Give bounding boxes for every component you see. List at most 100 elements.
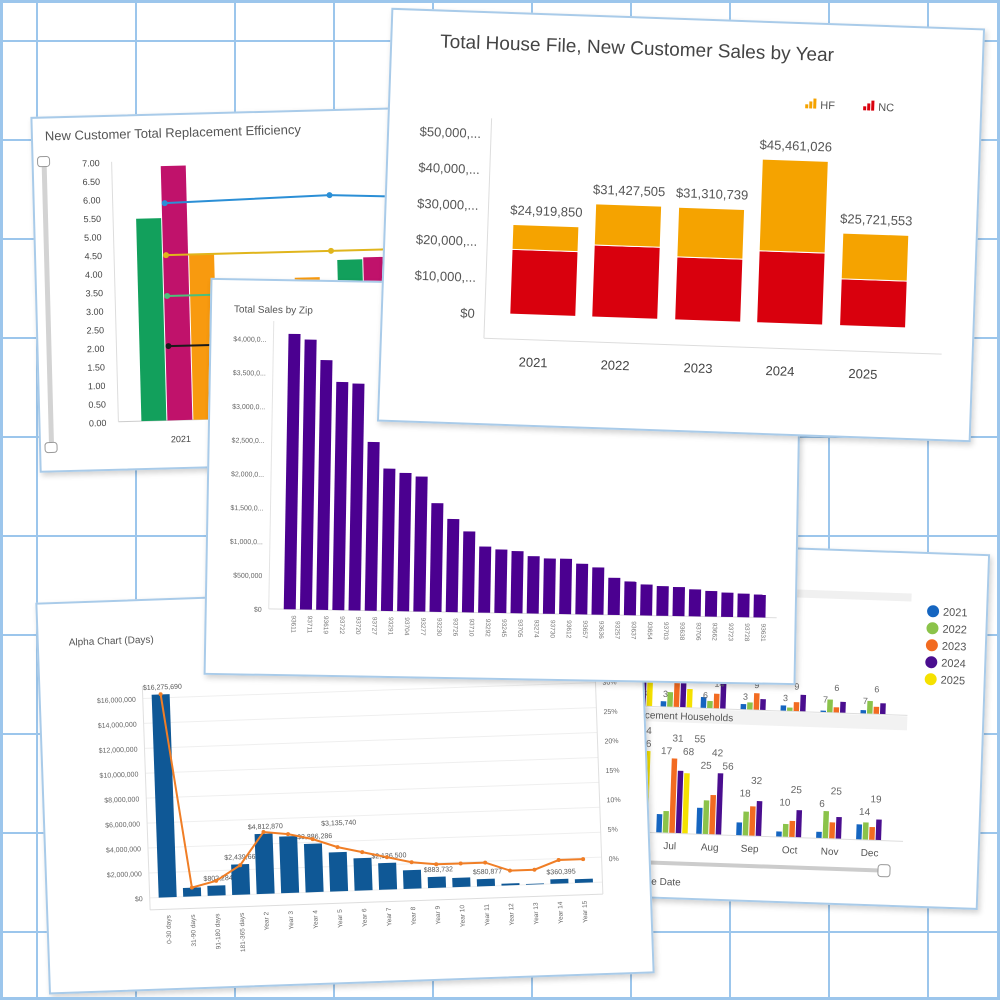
y-axis [141, 685, 151, 910]
bar [279, 835, 300, 894]
bar [753, 594, 766, 618]
x-tick-label: Year 4 [312, 910, 320, 929]
data-label: 25 [791, 785, 803, 796]
bar [737, 593, 750, 618]
bar [721, 592, 734, 618]
line-point [328, 247, 335, 254]
data-label: 9 [794, 681, 799, 691]
legend-label: 2023 [942, 641, 967, 654]
bar [353, 857, 373, 891]
legend-label: NC [878, 102, 894, 115]
bar [182, 887, 202, 897]
bar [574, 878, 593, 884]
y-tick-label: $8,000,000 [104, 796, 139, 804]
y-tick-label: 0.50 [88, 399, 106, 409]
y-tick-label: $1,500,0... [230, 505, 263, 513]
bar-2022 [822, 811, 830, 839]
x-tick-label: 93619 [322, 616, 329, 635]
line-point [409, 860, 414, 865]
data-label: 10 [779, 797, 791, 808]
x-tick-label: 93612 [565, 620, 572, 639]
data-label: $4,812,870 [248, 823, 283, 831]
y-tick-label: 1.50 [87, 362, 105, 372]
bar [380, 468, 396, 612]
y-tick-label: $4,000,000 [106, 846, 141, 854]
y2-axis [594, 670, 604, 895]
x-tick-label: Year 5 [337, 909, 345, 928]
data-label: $3,135,740 [321, 820, 356, 828]
x-tick-label: 93727 [370, 617, 377, 636]
percent-line [159, 694, 584, 889]
legend-label: 2021 [943, 607, 968, 620]
y-tick-label: $500,000 [233, 573, 262, 581]
line-point [326, 192, 333, 199]
bar-2023 [749, 806, 756, 837]
x-tick-label: Year 12 [508, 903, 516, 926]
y-tick-label: $4,000,0... [233, 336, 266, 344]
panel-title-bar [637, 706, 908, 731]
bar [704, 590, 718, 617]
alpha-chart: Alpha Chart (Days) $16,000,000 $14,000,00… [69, 635, 621, 953]
x-tick-label: 181-365 days [239, 912, 247, 952]
data-label: 25 [831, 786, 843, 797]
y2-tick-label: 20% [604, 738, 618, 745]
bar-2023 [833, 707, 840, 714]
x-tick-label: 2021 [518, 354, 547, 370]
data-label: 18 [739, 788, 751, 799]
x-axis [483, 337, 942, 355]
bar [575, 563, 589, 615]
bar-2022 [702, 800, 710, 835]
bar [461, 531, 476, 613]
x-tick-label: 93636 [597, 621, 604, 640]
line-point [214, 878, 219, 883]
bar-nc [839, 278, 908, 329]
bar [640, 584, 653, 616]
bar-2021 [656, 814, 663, 833]
y-tick-label: 0.00 [89, 418, 107, 428]
bar [559, 558, 573, 615]
y-tick-label: 4.00 [85, 270, 103, 280]
bar [445, 518, 460, 613]
bar [303, 843, 324, 893]
y-tick-label: $6,000,000 [105, 821, 140, 829]
gridline [145, 756, 599, 774]
bar-2024 [680, 681, 687, 708]
data-label: $16,275,690 [143, 684, 182, 692]
y-tick-label: $16,000,000 [97, 697, 136, 705]
bar-2022 [662, 810, 669, 834]
bar-2021 [660, 701, 667, 707]
legend-dot-2022 [926, 622, 939, 635]
bar-nc [509, 248, 579, 317]
data-label: 6 [703, 690, 708, 700]
bar-2024 [879, 703, 886, 715]
zip-sales-card: Total Sales by Zip $4,000,0... $3,500,0..… [203, 277, 803, 686]
y-tick-label: 6.00 [83, 195, 101, 205]
y2-tick-label: 15% [605, 768, 619, 775]
data-label: 68 [683, 747, 695, 758]
bar-2021 [860, 710, 867, 714]
x-tick-label: 93230 [435, 618, 442, 637]
y-tick-label: $2,000,0... [231, 471, 264, 479]
bar [328, 851, 349, 892]
y-tick-label: 3.00 [86, 307, 104, 317]
bar-2021 [856, 824, 863, 840]
legend-dot-2025 [924, 673, 937, 686]
x-tick-label: 93730 [548, 620, 555, 639]
x-tick-label: 2023 [683, 360, 712, 376]
x-tick-label: 93705 [516, 619, 523, 638]
data-label: 3 [783, 693, 788, 703]
slider-handle[interactable] [877, 864, 891, 878]
bar-2023 [673, 681, 680, 708]
gridline [143, 707, 597, 724]
x-tick-label: Dec [860, 848, 878, 860]
slider-handle-top[interactable] [37, 156, 51, 168]
bar-hf [840, 232, 910, 282]
bar [402, 869, 422, 890]
y-tick-label: 2.50 [86, 325, 104, 335]
bar-2022 [862, 822, 869, 841]
slider-handle-bottom[interactable] [44, 441, 58, 454]
bar [429, 503, 444, 612]
bar [397, 472, 412, 612]
line-point [581, 857, 586, 862]
data-label: 6 [819, 799, 825, 810]
